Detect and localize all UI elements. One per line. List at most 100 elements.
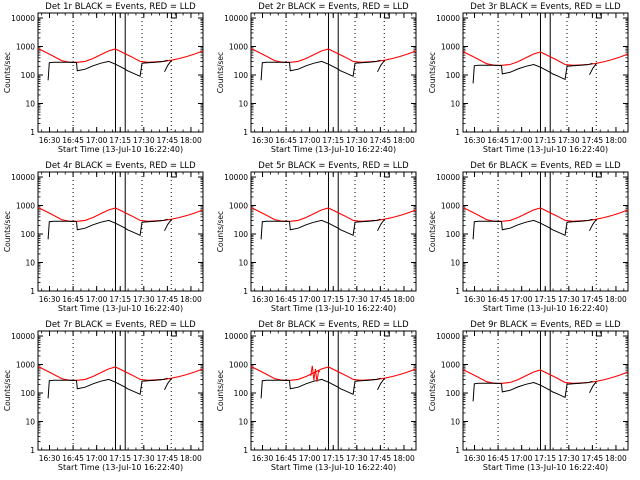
plot-frame <box>37 330 204 451</box>
x-tick-label: 17:30 <box>346 454 368 463</box>
x-tick-label: 17:00 <box>511 136 533 145</box>
x-tick-label: 16:30 <box>464 295 486 304</box>
y-tick-label: 10 <box>450 100 460 109</box>
x-tick-label: 16:30 <box>464 136 486 145</box>
y-tick-label: 10000 <box>436 332 460 341</box>
x-tick-label: 17:30 <box>133 454 155 463</box>
y-tick-label: 10 <box>25 418 35 427</box>
x-tick-label: 16:45 <box>62 295 84 304</box>
events-series-line <box>260 218 381 240</box>
x-tick-label: 18:00 <box>605 454 627 463</box>
panel-title: Det 8r BLACK = Events, RED = LLD <box>258 320 409 330</box>
y-tick-label: 1 <box>455 128 460 137</box>
y-tick-label: 10 <box>238 100 248 109</box>
y-tick-label: 1 <box>30 287 35 296</box>
interval-marker <box>596 13 602 19</box>
panel-title: Det 9r BLACK = Events, RED = LLD <box>470 320 621 330</box>
x-tick-label: 17:00 <box>299 136 321 145</box>
y-tick-label: 10 <box>450 418 460 427</box>
interval-marker <box>384 172 390 178</box>
y-tick-label: 10000 <box>436 14 460 23</box>
plot-frame <box>250 171 417 292</box>
x-tick-label: 18:00 <box>180 454 202 463</box>
x-tick-label: 17:30 <box>133 136 155 145</box>
y-tick-label: 1000 <box>441 361 460 370</box>
lld-series-line <box>462 369 629 384</box>
panel-6: Det 6r BLACK = Events, RED = LLD 1 10 100 10… <box>428 161 629 313</box>
interval-marker <box>384 13 390 19</box>
panel-title: Det 3r BLACK = Events, RED = LLD <box>470 2 621 12</box>
x-tick-label: 18:00 <box>180 295 202 304</box>
events-series-line <box>589 218 598 232</box>
x-tick-label: 17:30 <box>558 136 580 145</box>
x-tick-label: 17:45 <box>370 454 392 463</box>
x-tick-label: 17:00 <box>86 136 108 145</box>
y-tick-label: 1 <box>30 128 35 137</box>
y-tick-label: 10 <box>238 418 248 427</box>
interval-marker <box>596 172 602 178</box>
x-tick-label: 18:00 <box>605 295 627 304</box>
lld-series-line <box>37 48 204 63</box>
x-tick-label: 18:00 <box>180 136 202 145</box>
interval-marker <box>171 13 177 19</box>
x-tick-label: 17:45 <box>157 136 179 145</box>
events-series-line <box>589 62 597 76</box>
x-tick-label: 16:45 <box>487 454 509 463</box>
interval-marker <box>171 331 177 337</box>
x-tick-label: 16:45 <box>275 454 297 463</box>
plot-frame <box>37 171 204 292</box>
y-tick-label: 100 <box>234 389 249 398</box>
panel-1: Det 1r BLACK = Events, RED = LLD 1 10 100 10… <box>3 2 204 154</box>
events-series-line <box>260 59 381 81</box>
events-series-line <box>164 59 173 73</box>
y-tick-label: 1 <box>455 446 460 455</box>
x-tick-label: 17:45 <box>582 454 604 463</box>
x-tick-label: 16:45 <box>62 136 84 145</box>
panel-4: Det 4r BLACK = Events, RED = LLD 1 10 100 10… <box>3 161 204 313</box>
y-tick-label: 1000 <box>441 202 460 211</box>
x-axis-label: Start Time (13-Jul-10 16:22:40) <box>271 145 396 154</box>
panel-title: Det 5r BLACK = Events, RED = LLD <box>258 161 409 171</box>
panel-title: Det 2r BLACK = Events, RED = LLD <box>258 2 409 12</box>
x-tick-label: 16:30 <box>252 454 274 463</box>
y-axis-label: Counts/sec <box>3 370 12 411</box>
y-tick-label: 1 <box>243 287 248 296</box>
y-tick-label: 1000 <box>16 43 35 52</box>
y-tick-label: 100 <box>446 389 461 398</box>
y-tick-label: 1000 <box>229 361 248 370</box>
events-series-line <box>472 62 593 84</box>
x-tick-label: 16:30 <box>464 454 486 463</box>
lld-series-line <box>37 366 204 381</box>
x-tick-label: 17:00 <box>511 295 533 304</box>
x-tick-label: 17:45 <box>582 136 604 145</box>
y-tick-label: 100 <box>234 230 249 239</box>
y-axis-label: Counts/sec <box>216 52 225 93</box>
y-tick-label: 10000 <box>224 173 248 182</box>
lld-series-line <box>250 366 417 381</box>
y-axis-label: Counts/sec <box>3 52 12 93</box>
x-tick-label: 17:00 <box>511 454 533 463</box>
y-axis-label: Counts/sec <box>216 211 225 252</box>
panel-title: Det 4r BLACK = Events, RED = LLD <box>45 161 196 171</box>
x-tick-label: 17:30 <box>558 454 580 463</box>
y-tick-label: 100 <box>21 71 36 80</box>
x-tick-label: 17:15 <box>109 454 131 463</box>
x-tick-label: 16:30 <box>39 454 61 463</box>
y-tick-label: 1 <box>243 128 248 137</box>
y-tick-label: 1 <box>243 446 248 455</box>
events-series-line <box>589 380 597 394</box>
x-axis-label: Start Time (13-Jul-10 16:22:40) <box>58 463 183 472</box>
events-series-line <box>377 377 386 391</box>
interval-marker <box>596 331 602 337</box>
plot-frame <box>37 12 204 133</box>
events-series-line <box>260 377 381 399</box>
plot-frame <box>462 12 629 133</box>
x-axis-label: Start Time (13-Jul-10 16:22:40) <box>483 463 608 472</box>
x-tick-label: 17:45 <box>370 295 392 304</box>
y-tick-label: 10000 <box>436 173 460 182</box>
x-tick-label: 18:00 <box>393 454 415 463</box>
y-tick-label: 1000 <box>16 361 35 370</box>
panel-3: Det 3r BLACK = Events, RED = LLD 1 10 100 10… <box>428 2 629 154</box>
events-series-line <box>472 380 593 402</box>
